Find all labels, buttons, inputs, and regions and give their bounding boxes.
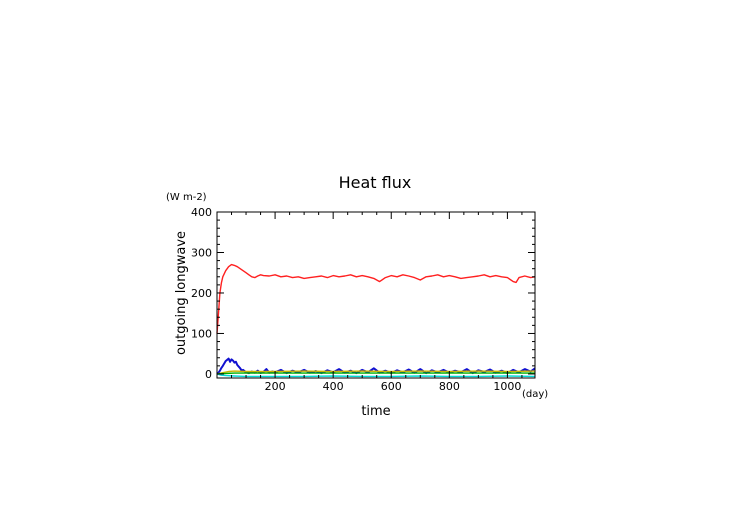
chart-title: Heat flux [339,173,412,192]
plot-frame [216,211,536,379]
y-axis-label: outgoing longwave [174,231,189,355]
y-tick-label: 100 [191,327,212,340]
series-line-5 [216,373,536,378]
y-axis-unit: (W m-2) [166,192,207,203]
y-tick-label: 0 [205,368,212,381]
x-tick-label: 400 [323,380,344,393]
x-tick-label: 800 [439,380,460,393]
series-layer [216,263,536,378]
x-tick-label: 200 [265,380,286,393]
series-line-1 [216,263,536,334]
y-tick-label: 300 [191,246,212,259]
x-tick-label: 600 [381,380,402,393]
y-tick-label: 200 [191,287,212,300]
x-axis-label: time [361,404,390,419]
series-line-4 [216,372,535,375]
ticks-layer: 0 100 200 300 400 200 400 600 800 1000 [191,206,535,393]
x-axis-unit: (day) [522,389,548,400]
x-tick-label: 1000 [493,380,521,393]
y-tick-label: 400 [191,206,212,219]
